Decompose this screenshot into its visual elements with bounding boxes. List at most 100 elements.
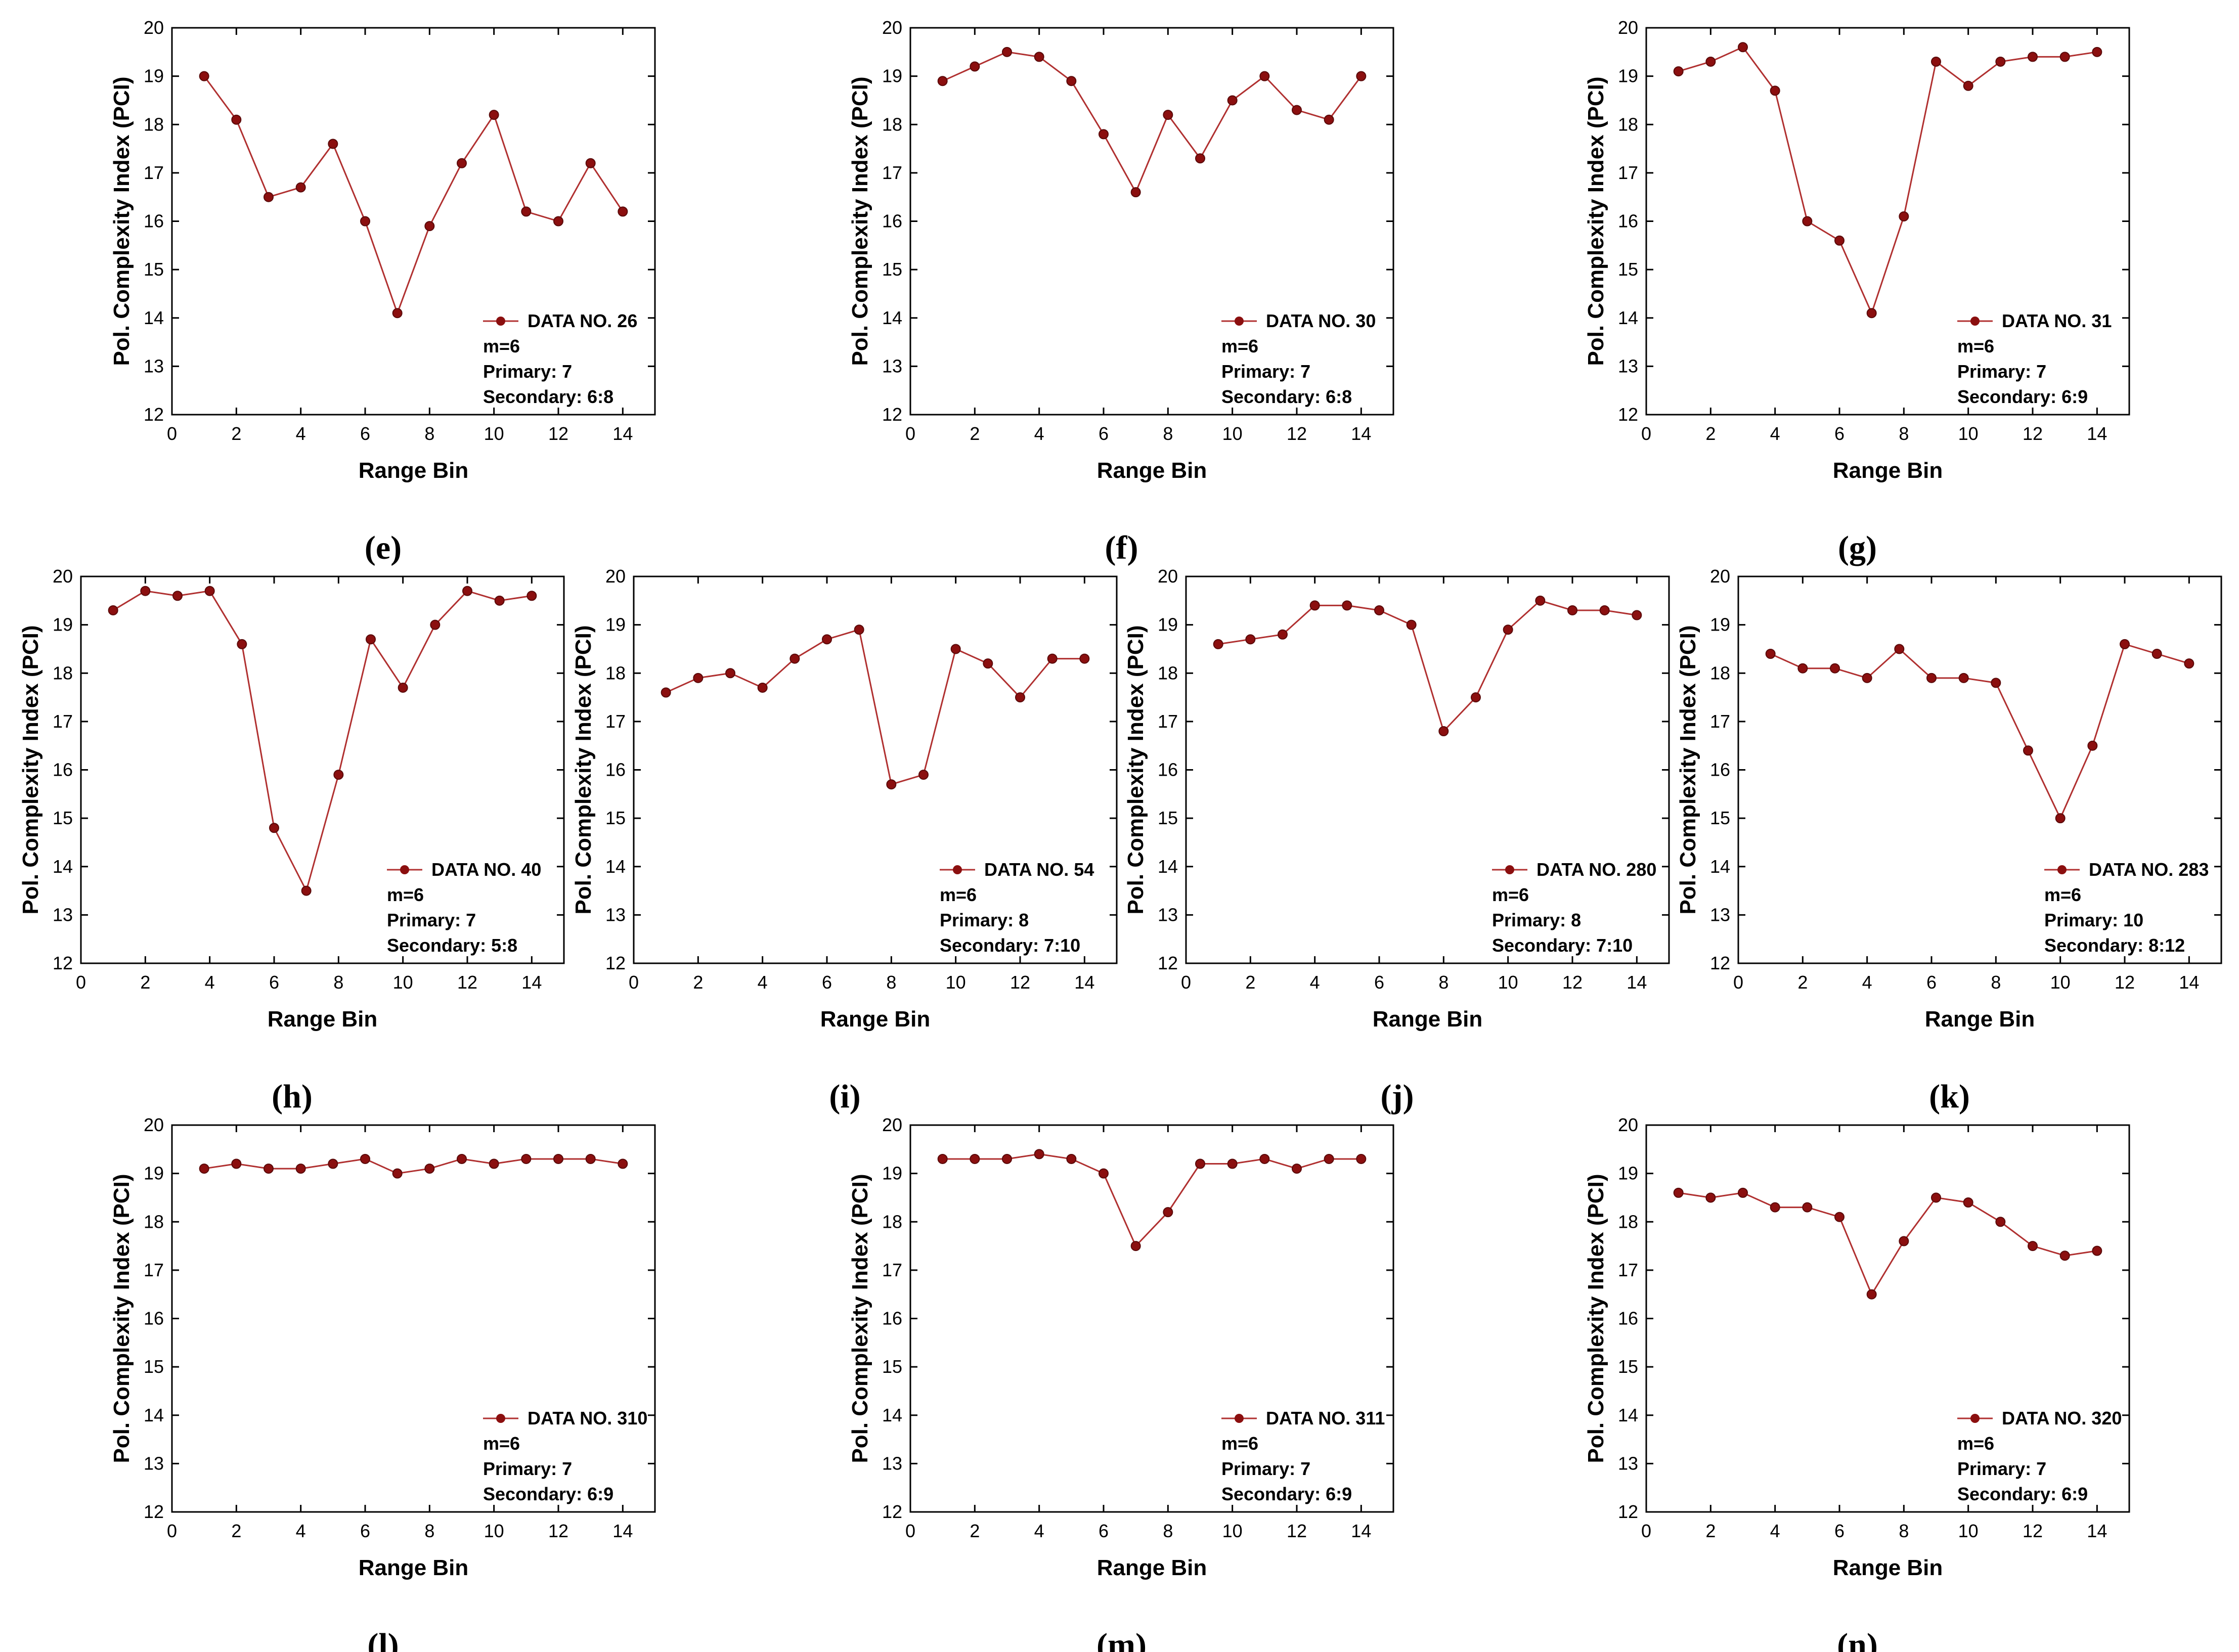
data-point xyxy=(2152,649,2162,659)
x-tick-label: 12 xyxy=(1010,972,1030,993)
x-tick-label: 4 xyxy=(296,1521,306,1541)
y-tick-label: 16 xyxy=(605,760,626,780)
y-tick-label: 15 xyxy=(882,1356,902,1377)
x-axis-title: Range Bin xyxy=(268,1007,378,1032)
x-tick-label: 12 xyxy=(457,972,477,993)
series-line xyxy=(942,1153,1362,1247)
data-point xyxy=(199,1164,209,1174)
data-point xyxy=(2059,52,2070,62)
x-tick-label: 10 xyxy=(1222,1521,1243,1541)
data-point xyxy=(1002,1153,1012,1164)
y-tick-label: 17 xyxy=(1618,162,1638,183)
y-tick-label: 20 xyxy=(1710,566,1730,587)
data-point xyxy=(1079,653,1090,664)
x-tick-label: 4 xyxy=(1770,1521,1780,1541)
data-point xyxy=(301,885,312,896)
data-point xyxy=(1356,1153,1367,1164)
x-tick-label: 4 xyxy=(758,972,768,993)
panel-label: (k) xyxy=(1929,1078,1970,1115)
chart-panel: 12 13 14 15 16 17 18 19 20 0 2 4 6 8 10 12 14 Range Bin Po… xyxy=(1584,1114,2130,1652)
legend-marker xyxy=(953,865,962,874)
data-point xyxy=(2092,1245,2102,1256)
series-line xyxy=(1218,600,1637,733)
x-tick-label: 0 xyxy=(1181,972,1191,993)
data-point xyxy=(2028,52,2038,62)
legend-marker xyxy=(400,865,409,874)
y-tick-label: 19 xyxy=(1618,1163,1638,1184)
data-point xyxy=(521,206,532,217)
x-tick-label: 8 xyxy=(1163,1521,1173,1541)
y-tick-label: 20 xyxy=(144,17,164,38)
y-axis-title: Pol. Complexity Index (PCI) xyxy=(18,625,43,914)
y-tick-label: 17 xyxy=(1158,711,1178,732)
data-point xyxy=(1770,1202,1780,1213)
x-tick-label: 4 xyxy=(1034,423,1044,444)
panel-label: (j) xyxy=(1381,1078,1414,1115)
plot-frame xyxy=(1645,1124,2130,1513)
data-point xyxy=(1047,653,1058,664)
data-point xyxy=(1324,114,1334,125)
panel-label: (g) xyxy=(1838,529,1877,566)
y-tick-label: 20 xyxy=(144,1114,164,1135)
data-point xyxy=(1834,1212,1845,1222)
y-tick-label: 16 xyxy=(144,1308,164,1329)
legend-annotation: m=6 xyxy=(387,884,424,905)
legend-marker xyxy=(1505,865,1514,874)
x-tick-label: 10 xyxy=(1958,1521,1979,1541)
y-tick-label: 14 xyxy=(882,307,902,328)
x-tick-label: 6 xyxy=(360,423,370,444)
plot-frame xyxy=(1645,27,2130,416)
y-tick-label: 15 xyxy=(144,259,164,280)
legend-annotation: Primary: 7 xyxy=(1957,1458,2046,1479)
y-tick-label: 14 xyxy=(144,1405,164,1425)
y-tick-label: 19 xyxy=(144,1163,164,1184)
y-tick-label: 14 xyxy=(1158,856,1178,877)
y-tick-label: 12 xyxy=(1618,404,1638,425)
x-tick-label: 14 xyxy=(1627,972,1647,993)
data-point xyxy=(1099,1168,1109,1179)
x-tick-label: 10 xyxy=(1498,972,1518,993)
data-point xyxy=(489,110,499,120)
legend-annotation: m=6 xyxy=(940,884,977,905)
data-point xyxy=(1705,56,1716,67)
y-tick-label: 12 xyxy=(882,404,902,425)
y-tick-label: 14 xyxy=(605,856,626,877)
legend-annotation: m=6 xyxy=(483,1433,520,1454)
plot-frame xyxy=(1185,575,1670,964)
plot-frame xyxy=(171,27,656,416)
data-point xyxy=(1705,1192,1716,1203)
data-point xyxy=(489,1158,499,1169)
y-axis-title: Pol. Complexity Index (PCI) xyxy=(848,76,872,366)
x-tick-label: 10 xyxy=(946,972,966,993)
y-tick-label: 17 xyxy=(1710,711,1730,732)
y-tick-label: 16 xyxy=(144,211,164,232)
y-tick-label: 19 xyxy=(1710,614,1730,635)
data-point xyxy=(1899,211,1909,221)
data-point xyxy=(1066,76,1077,86)
data-point xyxy=(424,1164,435,1174)
data-point xyxy=(269,823,279,833)
data-point xyxy=(1802,1202,1813,1213)
x-tick-label: 8 xyxy=(424,423,434,444)
data-point xyxy=(237,639,247,649)
data-point xyxy=(108,605,118,615)
y-tick-label: 17 xyxy=(1618,1260,1638,1280)
data-point xyxy=(585,1153,596,1164)
x-tick-label: 6 xyxy=(1099,1521,1109,1541)
data-point xyxy=(2023,745,2033,756)
data-point xyxy=(1002,47,1012,57)
y-tick-label: 15 xyxy=(1710,808,1730,828)
y-axis-title: Pol. Complexity Index (PCI) xyxy=(109,1174,134,1463)
data-point xyxy=(494,595,505,606)
data-point xyxy=(1673,66,1684,77)
data-point xyxy=(1227,1158,1238,1169)
x-axis-title: Range Bin xyxy=(359,1555,469,1580)
legend-annotation: m=6 xyxy=(1221,336,1258,356)
data-point xyxy=(2059,1251,2070,1261)
y-tick-label: 14 xyxy=(1710,856,1730,877)
data-point xyxy=(231,1158,242,1169)
legend-annotation: Primary: 7 xyxy=(387,910,476,930)
x-tick-label: 14 xyxy=(1351,1521,1371,1541)
data-point xyxy=(1797,663,1808,674)
y-tick-label: 12 xyxy=(144,1501,164,1522)
